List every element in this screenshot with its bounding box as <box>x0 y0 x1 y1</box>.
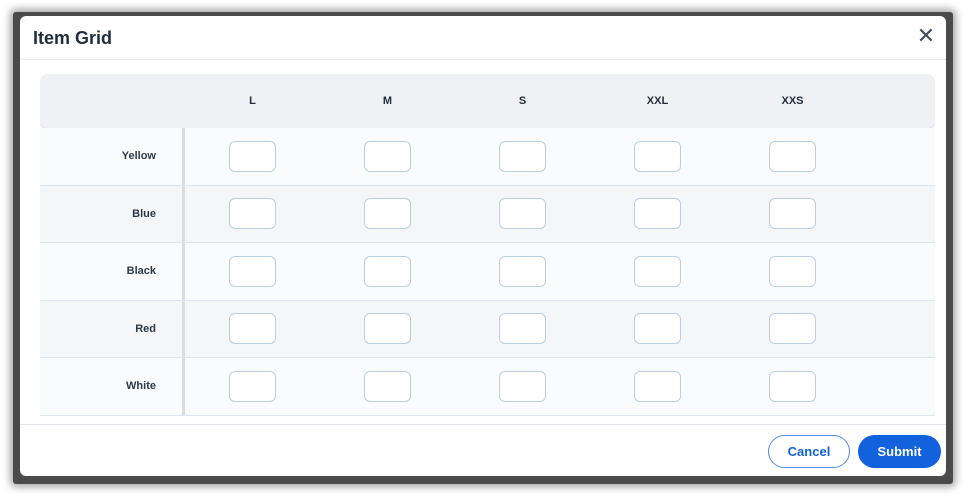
grid-cell <box>725 255 860 287</box>
quantity-input[interactable] <box>364 198 411 230</box>
table-row: Yellow <box>40 128 935 186</box>
grid-cell <box>320 255 455 287</box>
grid-cell <box>590 370 725 402</box>
quantity-input[interactable] <box>364 255 411 287</box>
grid-cell <box>185 198 320 230</box>
quantity-input[interactable] <box>769 313 816 345</box>
quantity-input[interactable] <box>499 140 546 172</box>
quantity-input[interactable] <box>229 313 276 345</box>
grid-cell <box>590 140 725 172</box>
quantity-input[interactable] <box>364 313 411 345</box>
quantity-input[interactable] <box>769 198 816 230</box>
quantity-input[interactable] <box>229 198 276 230</box>
grid-cell <box>320 313 455 345</box>
grid-cell <box>320 198 455 230</box>
table-row: Blue <box>40 185 935 243</box>
dialog-title: Item Grid <box>33 28 113 48</box>
column-header: XXL <box>646 95 669 107</box>
close-icon[interactable]: ✕ <box>916 23 936 48</box>
grid-cell <box>320 370 455 402</box>
table-header: L M S XXL XXS <box>40 74 935 128</box>
grid-cell <box>590 313 725 345</box>
quantity-input[interactable] <box>769 370 816 402</box>
dialog-header: Item Grid ✕ <box>20 16 946 60</box>
quantity-input[interactable] <box>229 370 276 402</box>
grid-cell <box>725 140 860 172</box>
quantity-input[interactable] <box>634 313 681 345</box>
quantity-input[interactable] <box>499 313 546 345</box>
grid-cell <box>185 140 320 172</box>
grid-cell <box>320 140 455 172</box>
table-row: Red <box>40 300 935 358</box>
row-label: Yellow <box>40 128 185 185</box>
quantity-input[interactable] <box>364 370 411 402</box>
table-row: White <box>40 358 935 416</box>
column-header: XXS <box>781 95 804 107</box>
row-label: Black <box>40 243 185 300</box>
column-header: L <box>249 95 256 107</box>
grid-cell <box>590 198 725 230</box>
grid-cell <box>590 255 725 287</box>
grid-cell <box>455 198 590 230</box>
quantity-input[interactable] <box>634 140 681 172</box>
grid-cell <box>185 370 320 402</box>
grid-cell <box>725 370 860 402</box>
grid-cell <box>185 255 320 287</box>
quantity-input[interactable] <box>634 255 681 287</box>
quantity-input[interactable] <box>499 198 546 230</box>
table-row: Black <box>40 243 935 301</box>
quantity-input[interactable] <box>634 198 681 230</box>
grid-cell <box>455 313 590 345</box>
grid-cell <box>455 370 590 402</box>
grid-cell <box>185 313 320 345</box>
quantity-input[interactable] <box>229 140 276 172</box>
quantity-input[interactable] <box>769 140 816 172</box>
cancel-button[interactable]: Cancel <box>768 435 850 468</box>
table-body: Yellow Blue Black Red White <box>40 128 935 416</box>
submit-button[interactable]: Submit <box>858 435 941 468</box>
grid-cell <box>455 255 590 287</box>
row-label: White <box>40 358 185 415</box>
quantity-input[interactable] <box>499 370 546 402</box>
quantity-input[interactable] <box>634 370 681 402</box>
column-header: S <box>518 95 527 107</box>
item-grid-table: L M S XXL XXS Yellow Blue Black Red White <box>40 74 935 418</box>
row-label: Red <box>40 300 185 357</box>
item-grid-dialog: Item Grid ✕ L M S XXL XXS Yellow Blue Black Red… <box>20 16 946 476</box>
quantity-input[interactable] <box>499 255 546 287</box>
column-header: M <box>382 95 393 107</box>
row-label: Blue <box>40 185 185 242</box>
grid-cell <box>725 313 860 345</box>
grid-cell <box>455 140 590 172</box>
quantity-input[interactable] <box>229 255 276 287</box>
grid-cell <box>725 198 860 230</box>
quantity-input[interactable] <box>364 140 411 172</box>
dialog-footer: Cancel Submit <box>20 424 946 476</box>
quantity-input[interactable] <box>769 255 816 287</box>
